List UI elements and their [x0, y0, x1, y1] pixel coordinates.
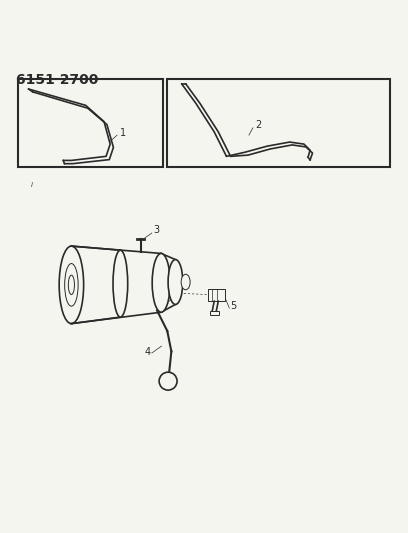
Text: 2: 2: [255, 120, 261, 130]
Bar: [208, 289, 225, 301]
Bar: [210, 311, 219, 316]
Text: 4: 4: [145, 348, 151, 358]
Bar: [18, 79, 163, 166]
Text: 3: 3: [153, 225, 159, 235]
Text: 1: 1: [120, 128, 126, 138]
Ellipse shape: [152, 254, 170, 312]
Ellipse shape: [113, 250, 128, 317]
Text: 6151 2700: 6151 2700: [16, 72, 99, 87]
Ellipse shape: [168, 260, 183, 304]
Text: i: i: [31, 182, 33, 188]
Text: 5: 5: [231, 301, 237, 311]
Ellipse shape: [181, 274, 190, 290]
Circle shape: [159, 372, 177, 390]
Bar: [167, 79, 390, 166]
